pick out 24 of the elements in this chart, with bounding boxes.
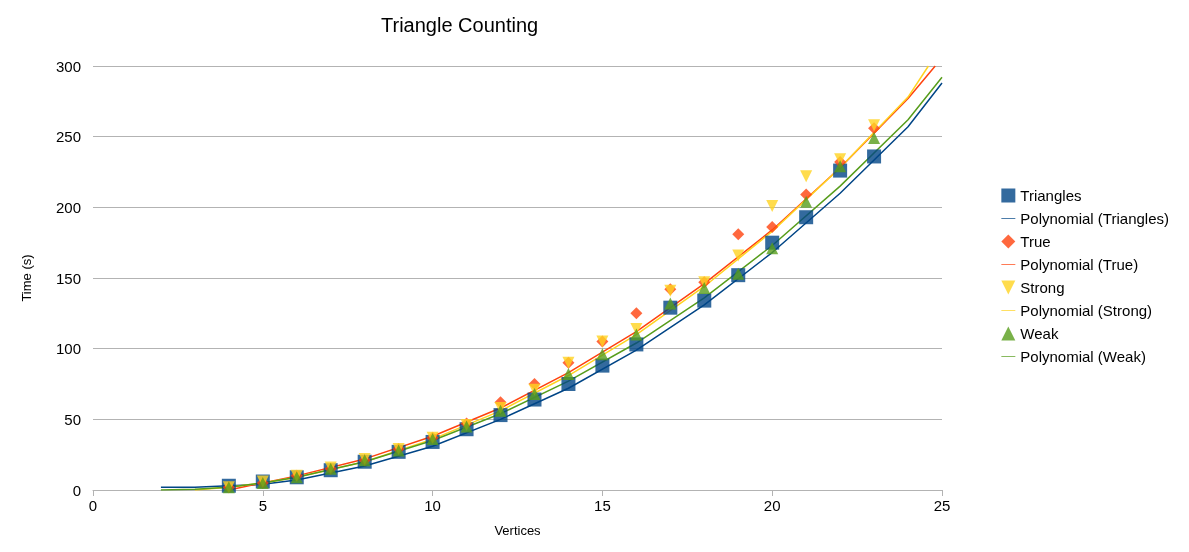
x-tick-label: 15 [594,497,611,514]
y-tick-label: 100 [55,340,81,358]
y-tick-label: 0 [72,481,81,499]
legend-label: Polynomial (Weak) [1020,348,1146,365]
y-tick-label: 200 [55,198,81,216]
legend-label: Triangles [1020,187,1082,204]
y-tick-label: 250 [55,128,81,146]
legend-label: Polynomial (True) [1020,256,1139,273]
x-tick-label: 10 [424,497,441,514]
y-tick-label: 150 [55,269,81,287]
chart-title: Triangle Counting [381,14,539,36]
legend-label: Polynomial (Triangles) [1020,210,1170,227]
x-tick-label: 20 [763,497,781,514]
y-axis-title: Time (s) [19,254,34,302]
x-tick-label: 25 [933,497,951,514]
legend-label: Strong [1020,279,1065,296]
legend-label: True [1020,233,1051,250]
legend-label: Weak [1020,325,1059,342]
y-tick-label: 300 [55,57,81,75]
legend-label: Polynomial (Strong) [1020,302,1153,319]
x-tick-label: 5 [258,497,267,514]
x-axis-title: Vertices [494,523,542,538]
x-tick-label: 0 [88,497,98,514]
y-tick-label: 50 [64,410,81,428]
